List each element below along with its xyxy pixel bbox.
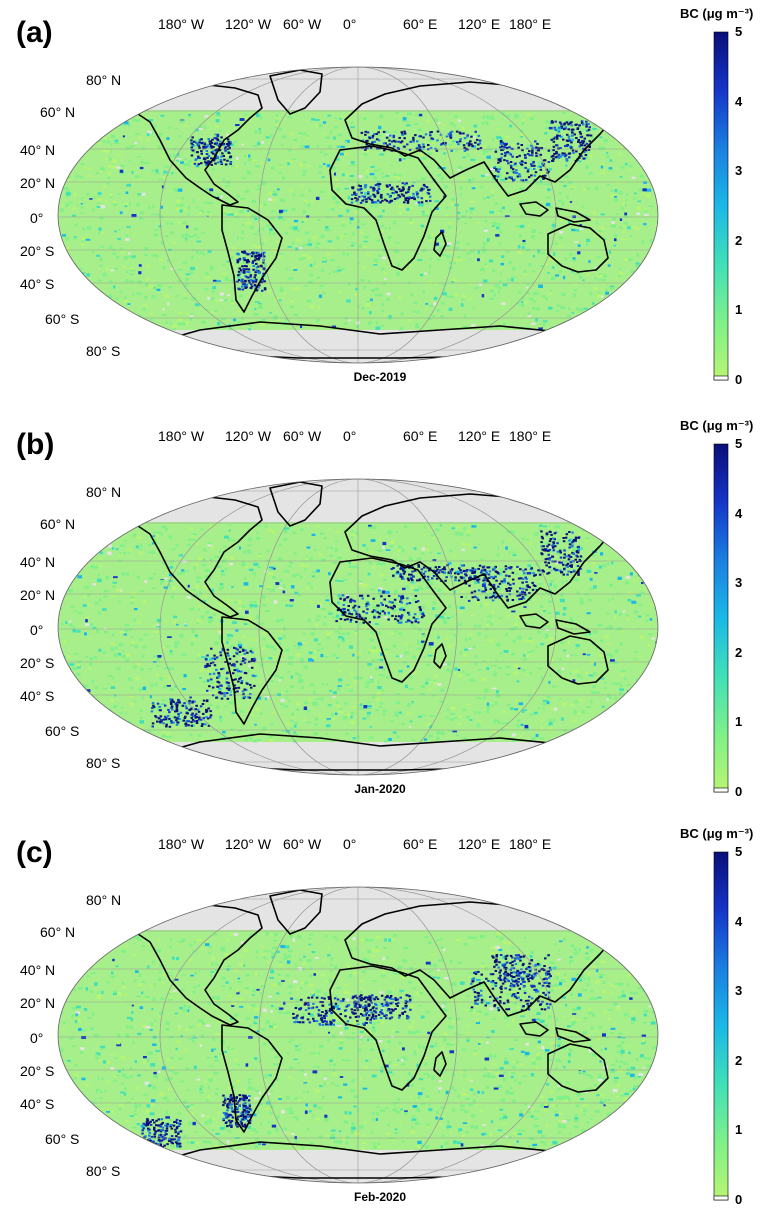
lon-tick-label: 0° xyxy=(343,16,356,32)
lat-tick-label: 0° xyxy=(30,210,43,226)
lon-tick-label: 60° E xyxy=(403,16,437,32)
lat-tick-label: 40° N xyxy=(20,142,55,158)
colorbar-tick: 4 xyxy=(735,94,742,109)
month-label: Feb-2020 xyxy=(300,1190,460,1204)
panel-label: (c) xyxy=(16,836,53,870)
colorbar-tick: 4 xyxy=(735,506,742,521)
lon-tick-label: 180° E xyxy=(509,16,551,32)
colorbar-title: BC (μg m⁻³) xyxy=(680,6,753,22)
lon-tick-label: 180° E xyxy=(509,836,551,852)
lat-tick-label: 80° S xyxy=(86,343,120,359)
colorbar-tick: 0 xyxy=(735,372,742,387)
lat-tick-label: 80° N xyxy=(86,484,121,500)
lon-tick-label: 120° E xyxy=(458,428,500,444)
lat-tick-label: 80° S xyxy=(86,755,120,771)
lat-tick-label: 40° S xyxy=(20,276,54,292)
lat-tick-label: 40° N xyxy=(20,554,55,570)
colorbar-tick: 3 xyxy=(735,983,742,998)
colorbar-title: BC (μg m⁻³) xyxy=(680,418,753,434)
colorbar-tick: 1 xyxy=(735,714,742,729)
lon-tick-label: 60° W xyxy=(283,16,321,32)
lon-tick-label: 180° W xyxy=(158,16,204,32)
colorbar-tick: 2 xyxy=(735,645,742,660)
colorbar xyxy=(714,32,728,380)
lat-tick-label: 60° N xyxy=(40,104,75,120)
lat-tick-label: 40° S xyxy=(20,1096,54,1112)
lon-tick-label: 0° xyxy=(343,428,356,444)
lon-tick-label: 120° W xyxy=(225,836,271,852)
lat-tick-label: 60° N xyxy=(40,924,75,940)
lon-tick-label: 120° W xyxy=(225,16,271,32)
colorbar-tick: 5 xyxy=(735,24,742,39)
colorbar-tick: 1 xyxy=(735,1122,742,1137)
lon-tick-label: 60° W xyxy=(283,428,321,444)
colorbar-tick: 5 xyxy=(735,436,742,451)
lon-tick-label: 120° W xyxy=(225,428,271,444)
lat-tick-label: 20° S xyxy=(20,243,54,259)
lat-tick-label: 0° xyxy=(30,1030,43,1046)
lat-tick-label: 20° N xyxy=(20,995,55,1011)
lon-tick-label: 120° E xyxy=(458,836,500,852)
month-label: Jan-2020 xyxy=(300,782,460,796)
lon-tick-label: 180° W xyxy=(158,428,204,444)
lat-tick-label: 20° S xyxy=(20,1063,54,1079)
lon-tick-label: 60° E xyxy=(403,836,437,852)
lat-tick-label: 60° S xyxy=(45,723,79,739)
colorbar-tick: 0 xyxy=(735,784,742,799)
lon-tick-label: 180° W xyxy=(158,836,204,852)
lat-tick-label: 60° N xyxy=(40,516,75,532)
colorbar xyxy=(714,444,728,792)
lat-tick-label: 40° S xyxy=(20,688,54,704)
colorbar-tick: 2 xyxy=(735,233,742,248)
colorbar xyxy=(714,852,728,1200)
lon-tick-label: 180° E xyxy=(509,428,551,444)
lat-tick-label: 60° S xyxy=(45,1131,79,1147)
lat-tick-label: 20° N xyxy=(20,175,55,191)
lat-tick-label: 80° N xyxy=(86,72,121,88)
lat-tick-label: 60° S xyxy=(45,311,79,327)
colorbar-tick: 5 xyxy=(735,844,742,859)
lat-tick-label: 0° xyxy=(30,622,43,638)
colorbar-title: BC (μg m⁻³) xyxy=(680,826,753,842)
lon-tick-label: 0° xyxy=(343,836,356,852)
lat-tick-label: 40° N xyxy=(20,962,55,978)
panel-label: (a) xyxy=(16,16,53,50)
colorbar-tick: 2 xyxy=(735,1053,742,1068)
panel-label: (b) xyxy=(16,428,54,462)
colorbar-tick: 3 xyxy=(735,575,742,590)
lon-tick-label: 60° W xyxy=(283,836,321,852)
month-label: Dec-2019 xyxy=(300,370,460,384)
lon-tick-label: 120° E xyxy=(458,16,500,32)
colorbar-tick: 4 xyxy=(735,914,742,929)
lon-tick-label: 60° E xyxy=(403,428,437,444)
colorbar-tick: 1 xyxy=(735,302,742,317)
colorbar-tick: 0 xyxy=(735,1192,742,1207)
lat-tick-label: 20° S xyxy=(20,655,54,671)
lat-tick-label: 80° S xyxy=(86,1163,120,1179)
lat-tick-label: 20° N xyxy=(20,587,55,603)
lat-tick-label: 80° N xyxy=(86,892,121,908)
colorbar-tick: 3 xyxy=(735,163,742,178)
